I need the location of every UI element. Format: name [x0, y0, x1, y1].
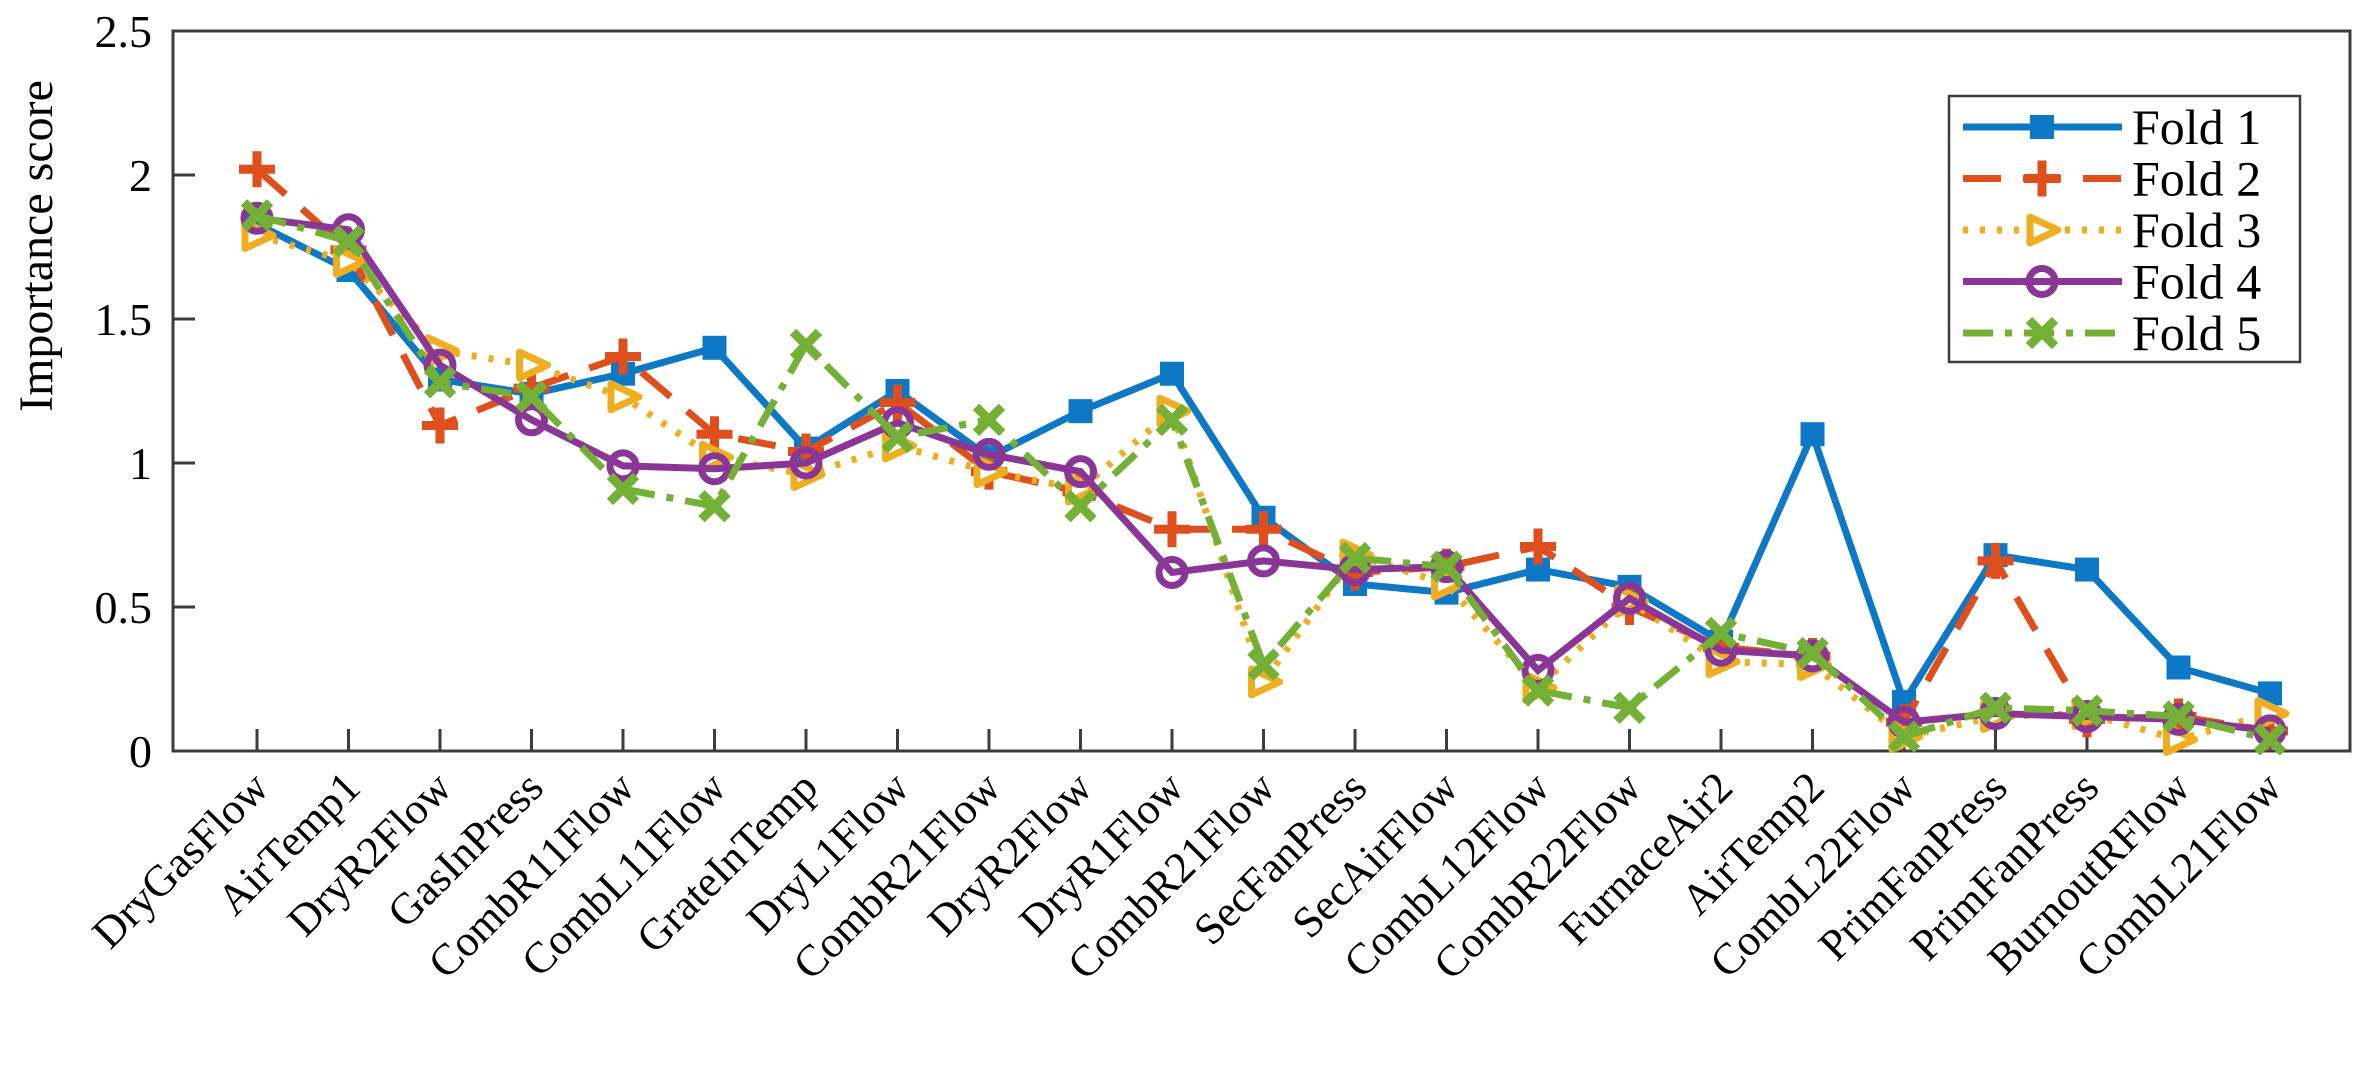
x-marker [1613, 691, 1646, 724]
triangle-right-marker [516, 348, 551, 382]
plus-marker-legend [2024, 160, 2060, 197]
series-fold-4-line [256, 214, 2271, 735]
circle-marker [2070, 699, 2104, 733]
y-axis: 0 0.5 1 1.5 2 2.5 [95, 6, 195, 777]
plus-marker [1977, 542, 2014, 579]
x-marker [1979, 691, 2012, 724]
circle-marker [1155, 555, 1189, 589]
x-marker [1521, 674, 1555, 707]
y-tick-label: 2 [129, 150, 152, 201]
legend-entry-fold-5: Fold 5 [1963, 305, 2261, 361]
x-marker [2162, 700, 2195, 733]
circle-marker [515, 403, 548, 437]
legend-entry-fold-3: Fold 3 [1963, 202, 2261, 258]
x-marker [1430, 550, 1463, 583]
x-marker-legend [2025, 316, 2059, 350]
y-tick-label: 2.5 [95, 6, 153, 57]
x-marker [1887, 720, 1921, 753]
square-marker [702, 335, 727, 360]
y-tick-label: 0.5 [95, 582, 153, 633]
legend-entry-fold-2: Fold 2 [1963, 151, 2261, 207]
legend-label: Fold 2 [2132, 151, 2261, 207]
plus-marker [879, 384, 916, 421]
x-marker [2070, 694, 2104, 727]
square-marker [1068, 399, 1093, 424]
x-marker [423, 366, 457, 399]
circle-marker [789, 446, 823, 480]
x-marker [240, 199, 274, 232]
circle-marker [972, 437, 1006, 471]
x-marker [2253, 723, 2287, 756]
x-marker [1155, 403, 1189, 436]
x-marker [1247, 648, 1280, 681]
y-tick-label: 1.5 [95, 294, 153, 345]
plus-marker [1245, 511, 1282, 548]
circle-marker [1613, 581, 1646, 615]
series-fold-5 [240, 199, 2287, 756]
legend-entry-fold-4: Fold 4 [1963, 254, 2261, 310]
y-axis-title: Importance score [10, 80, 63, 412]
circle-marker [1064, 455, 1097, 489]
x-marker [1704, 616, 1738, 650]
plus-marker [239, 151, 275, 188]
square-marker [2075, 557, 2099, 582]
circle-marker [698, 452, 731, 486]
x-marker [1796, 636, 1829, 670]
x-marker [1064, 490, 1097, 523]
x-marker [789, 328, 823, 362]
series-fold-5-line [256, 211, 2271, 743]
x-marker [698, 490, 731, 523]
legend-label: Fold 5 [2132, 305, 2261, 361]
x-marker [515, 380, 548, 413]
legend-label: Fold 3 [2132, 202, 2261, 258]
legend-entry-fold-1: Fold 1 [1963, 99, 2261, 155]
square-marker-legend [2030, 115, 2054, 139]
circle-marker-legend [2025, 265, 2059, 298]
triangle-right-marker-legend [2026, 213, 2062, 247]
circle-marker [1521, 653, 1555, 687]
plus-marker [1154, 511, 1190, 548]
x-marker [1338, 541, 1372, 575]
y-tick-label: 0 [129, 726, 152, 777]
circle-marker [1247, 544, 1280, 578]
triangle-right-marker [607, 380, 643, 414]
legend-box [1947, 94, 2302, 364]
plus-marker [605, 338, 641, 375]
square-marker [2166, 655, 2191, 680]
triangle-right-marker [333, 244, 368, 278]
plus-marker [422, 407, 458, 444]
x-marker [972, 403, 1006, 436]
x-marker [881, 420, 914, 454]
x-marker [606, 472, 640, 506]
square-marker [1160, 361, 1184, 386]
plot-box [171, 29, 2352, 753]
legend-label: Fold 1 [2132, 99, 2261, 155]
x-marker [332, 225, 365, 258]
square-marker [1800, 422, 1825, 447]
x-axis: DryGasFlowAirTemp1DryR2FlowGasInPressCom… [83, 729, 2291, 989]
legend-label: Fold 4 [2132, 254, 2261, 310]
y-tick-label: 1 [129, 438, 152, 489]
circle-marker [1796, 639, 1829, 673]
circle-marker [606, 449, 640, 483]
plus-marker [1520, 528, 1556, 565]
